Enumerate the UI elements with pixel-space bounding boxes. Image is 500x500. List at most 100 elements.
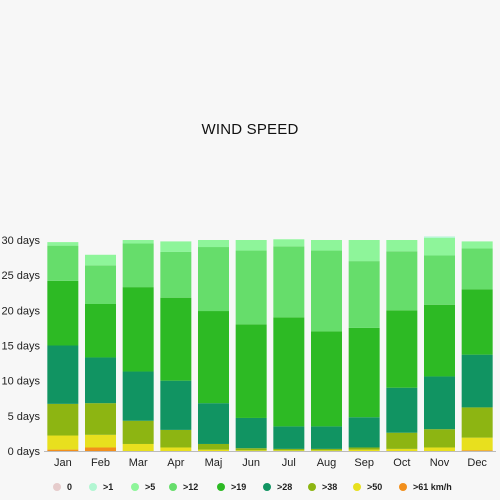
bar-segment[interactable] — [273, 448, 305, 451]
bar-segment[interactable] — [122, 420, 154, 444]
bar-segment[interactable] — [47, 245, 79, 281]
bar-segment[interactable] — [311, 240, 342, 251]
bar-segment[interactable] — [235, 240, 267, 251]
legend-item[interactable]: >1 — [89, 482, 113, 492]
x-tick-label: Apr — [167, 457, 184, 469]
bar-segment[interactable] — [461, 354, 493, 408]
legend-item[interactable]: >5 — [131, 482, 155, 492]
bar-segment[interactable] — [311, 426, 342, 449]
x-tick-label: Maj — [205, 457, 223, 469]
bar-segment[interactable] — [424, 447, 455, 451]
bar-segment[interactable] — [160, 429, 192, 448]
bar-segment[interactable] — [348, 449, 380, 451]
bar-segment[interactable] — [424, 304, 455, 377]
bar-segment[interactable] — [85, 265, 116, 305]
bar-segment[interactable] — [160, 241, 192, 252]
bar-segment[interactable] — [348, 261, 380, 328]
legend-item[interactable]: >50 — [353, 482, 382, 492]
bar-segment[interactable] — [160, 251, 192, 298]
bar-segment[interactable] — [273, 239, 305, 247]
bar-segment[interactable] — [235, 324, 267, 418]
bar-segment[interactable] — [461, 437, 493, 451]
legend-item[interactable]: >12 — [169, 482, 198, 492]
bar-segment[interactable] — [311, 448, 342, 451]
bar-segment[interactable] — [386, 432, 418, 449]
bar-segment[interactable] — [424, 236, 455, 238]
bar-segment[interactable] — [386, 310, 418, 388]
bar-segment[interactable] — [273, 317, 305, 427]
bar-segment[interactable] — [461, 450, 493, 451]
bar-segment[interactable] — [311, 331, 342, 427]
legend-label: >38 — [322, 482, 337, 492]
bar-segment[interactable] — [122, 371, 154, 421]
legend-marker — [263, 483, 271, 491]
bar-segment[interactable] — [348, 417, 380, 448]
bar-segment[interactable] — [160, 297, 192, 381]
x-tick-label: Feb — [91, 457, 110, 469]
bar-segment[interactable] — [122, 240, 154, 244]
bar-segment[interactable] — [85, 447, 116, 451]
bar-segment[interactable] — [348, 327, 380, 418]
bar-segment[interactable] — [461, 241, 493, 249]
bar-segment[interactable] — [461, 407, 493, 438]
bar-segment[interactable] — [348, 447, 380, 450]
legend-marker — [53, 483, 61, 491]
bar-segment[interactable] — [198, 311, 229, 404]
bar-segment[interactable] — [122, 243, 154, 288]
bar-segment[interactable] — [424, 429, 455, 448]
bar-segment[interactable] — [386, 251, 418, 311]
bar-segment[interactable] — [47, 403, 79, 436]
bar-segment[interactable] — [47, 280, 79, 346]
legend-marker — [169, 483, 177, 491]
x-tick-label: Sep — [354, 457, 374, 469]
bar-segment[interactable] — [160, 380, 192, 430]
bar-segment[interactable] — [85, 254, 116, 266]
bar-segment[interactable] — [198, 443, 229, 450]
bar-segment[interactable] — [235, 417, 267, 449]
legend[interactable]: 0 >1 >5 >12 >19 >28 >38 >50 >61 km/h — [53, 482, 452, 492]
bar-segment[interactable] — [122, 287, 154, 372]
bar-segment[interactable] — [85, 434, 116, 448]
y-tick-label: 20 days — [1, 305, 40, 317]
bar-segment[interactable] — [386, 240, 418, 252]
bar-segment[interactable] — [198, 449, 229, 451]
bar-segment[interactable] — [198, 247, 229, 312]
bar-segment[interactable] — [122, 443, 154, 451]
bar-segment[interactable] — [235, 450, 267, 451]
legend-item[interactable]: >61 km/h — [399, 482, 452, 492]
bar-segment[interactable] — [311, 250, 342, 332]
bar-segment[interactable] — [85, 403, 116, 435]
bar-segment[interactable] — [198, 403, 229, 444]
bar-segment[interactable] — [386, 387, 418, 433]
bar-segment[interactable] — [85, 357, 116, 404]
legend-item[interactable]: >38 — [308, 482, 337, 492]
bar-segment[interactable] — [47, 345, 79, 404]
x-tick-label: Jul — [282, 457, 296, 469]
bar-segment[interactable] — [311, 450, 342, 451]
bar-segment[interactable] — [386, 448, 418, 451]
legend-marker — [399, 483, 407, 491]
legend-label: >61 km/h — [413, 482, 452, 492]
bar-segment[interactable] — [160, 447, 192, 451]
legend-item[interactable]: >28 — [263, 482, 292, 492]
bar-segment[interactable] — [47, 449, 79, 451]
bar-segment[interactable] — [273, 450, 305, 451]
legend-item[interactable]: 0 — [53, 482, 72, 492]
bar-segment[interactable] — [424, 255, 455, 305]
bar-segment[interactable] — [348, 240, 380, 262]
legend-item[interactable]: >19 — [217, 482, 246, 492]
bar-segment[interactable] — [273, 246, 305, 318]
bar-segment[interactable] — [235, 448, 267, 451]
bar-segment[interactable] — [47, 435, 79, 450]
bar-segment[interactable] — [461, 289, 493, 355]
bar-segment[interactable] — [424, 376, 455, 430]
legend-marker — [308, 483, 316, 491]
bar-segment[interactable] — [198, 240, 229, 248]
bar-segment[interactable] — [461, 248, 493, 290]
bar-segment[interactable] — [273, 426, 305, 449]
bar-segment[interactable] — [47, 242, 79, 246]
bar-segment[interactable] — [424, 237, 455, 256]
bar-segment[interactable] — [235, 250, 267, 325]
bar-segment[interactable] — [85, 304, 116, 358]
x-tick-label: Mar — [129, 457, 148, 469]
